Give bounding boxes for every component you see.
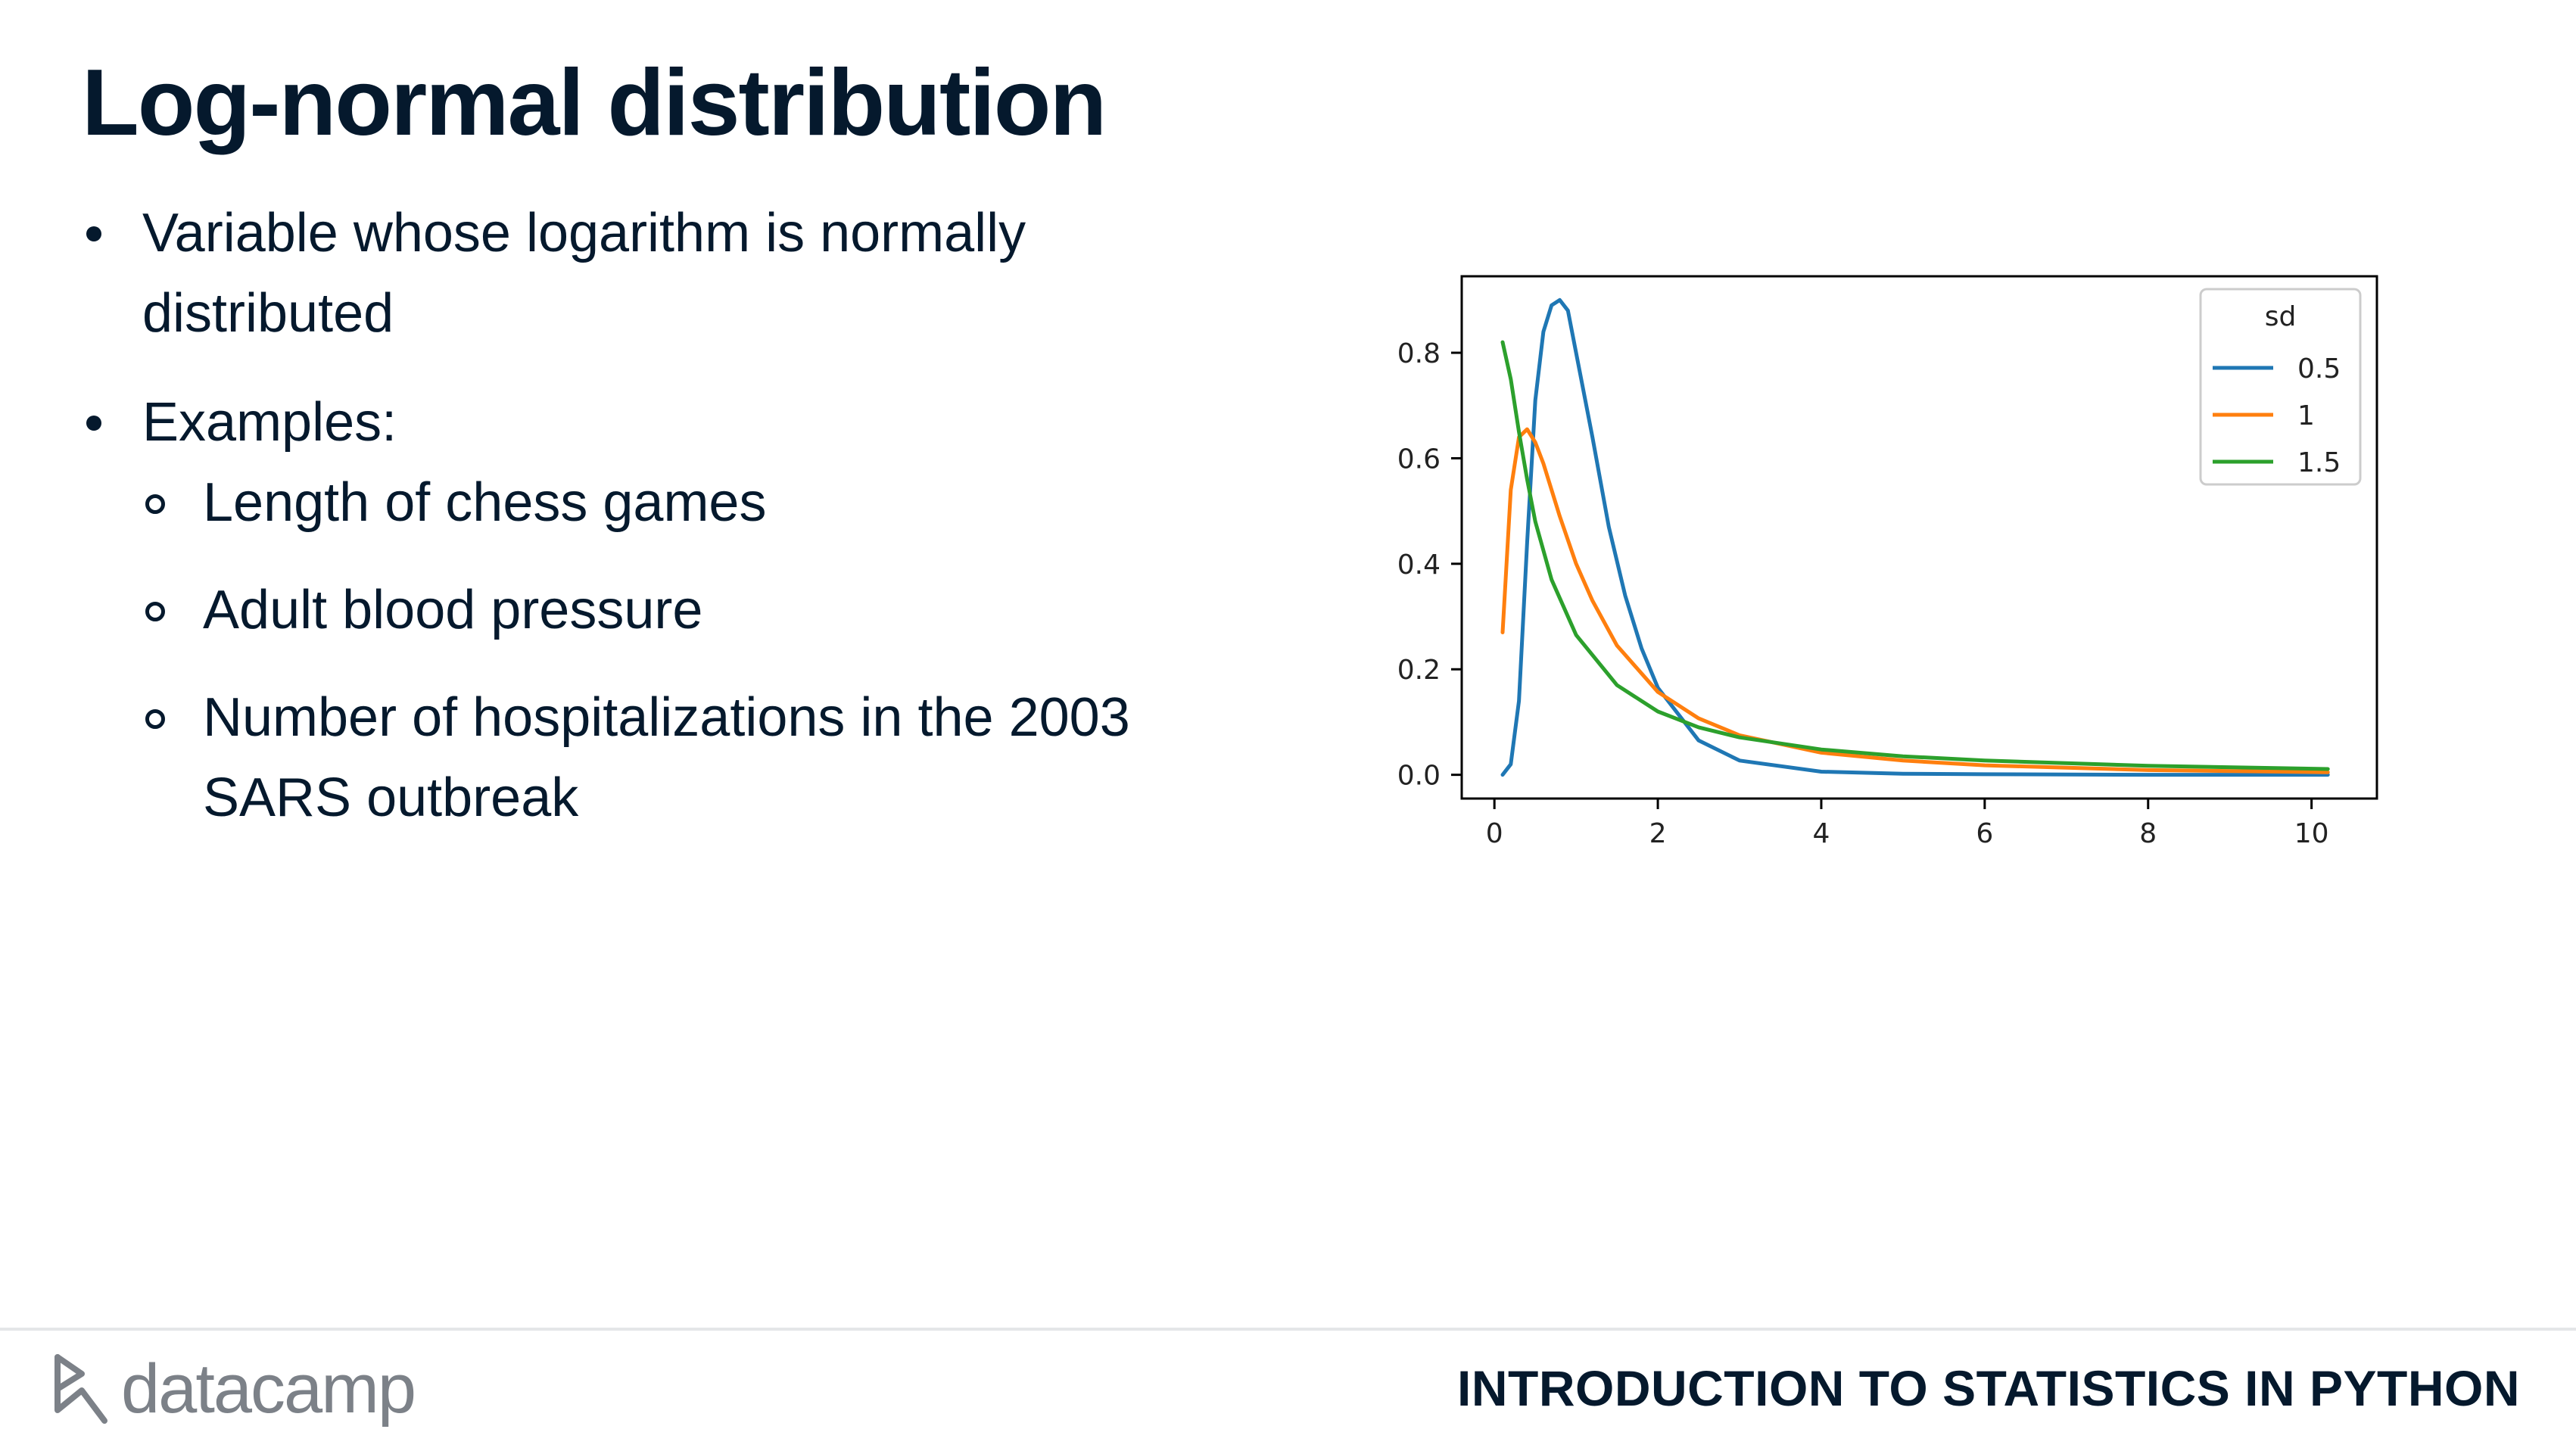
plot-frame [1460, 275, 2378, 800]
chart-ticks: 0 2 4 6 8 10 0.0 0.2 0.4 0.6 0.8 [1397, 338, 2329, 849]
x-tick-label: 8 [2139, 818, 2157, 849]
course-title: INTRODUCTION TO STATISTICS IN PYTHON [1457, 1360, 2520, 1416]
bullet-list: Variable whose logarithm is normally dis… [82, 193, 1308, 838]
legend-label: 1 [2297, 400, 2315, 431]
series-line-sd-1.5 [1500, 340, 2330, 771]
bullet-circle-icon [145, 709, 165, 729]
datacamp-logo-icon [55, 1354, 107, 1424]
sub-bullet-item: Length of chess games [82, 462, 1308, 543]
series-line-sd-0.5 [1500, 297, 2330, 777]
y-tick-label: 0.4 [1397, 550, 1441, 581]
x-tick-label: 10 [2294, 818, 2329, 849]
y-tick-label: 0.2 [1397, 655, 1441, 686]
legend-label: 1.5 [2297, 447, 2341, 478]
footer-divider [0, 1328, 2576, 1331]
legend-label: 0.5 [2297, 353, 2341, 385]
bullet-item: Variable whose logarithm is normally dis… [82, 193, 1308, 353]
x-tick-label: 6 [1976, 818, 1993, 849]
series-line-sd-1 [1500, 427, 2330, 774]
y-tick-label: 0.0 [1397, 761, 1441, 792]
bullet-text: Length of chess games [203, 472, 767, 533]
legend-box [2199, 288, 2362, 486]
x-tick-label: 2 [1649, 818, 1667, 849]
bullet-text: Variable whose logarithm is normally [142, 203, 1026, 263]
x-tick-label: 0 [1486, 818, 1503, 849]
datacamp-logo: datacamp [51, 1347, 416, 1431]
sub-bullet-item: Number of hospitalizations in the 2003 S… [82, 677, 1308, 838]
x-tick-label: 4 [1813, 818, 1830, 849]
bullet-text: Number of hospitalizations in the 2003 [203, 687, 1130, 748]
lognormal-chart: 0 2 4 6 8 10 0.0 0.2 0.4 0.6 0.8 sd0.5 1 1.5 [1397, 275, 2378, 849]
sub-bullet-item: Adult blood pressure [82, 570, 1308, 650]
bullet-text: SARS outbreak [203, 768, 579, 828]
bullet-circle-icon [145, 602, 165, 621]
chart-legend: sd0.5 1 1.5 [2199, 288, 2362, 486]
bullet-text: Adult blood pressure [203, 580, 703, 640]
bullet-circle-icon [145, 494, 165, 514]
bullet-dot-icon [86, 226, 101, 241]
y-tick-label: 0.8 [1397, 338, 1441, 369]
y-tick-label: 0.6 [1397, 444, 1441, 475]
logo-wordmark: datacamp [121, 1350, 416, 1428]
bullet-item: Examples: [82, 382, 1308, 462]
legend-title: sd [2265, 301, 2297, 332]
bullet-text: distributed [142, 283, 394, 344]
chart-lines [1500, 297, 2330, 777]
bullet-dot-icon [86, 416, 101, 431]
bullet-text: Examples: [142, 392, 397, 453]
slide-title: Log-normal distribution [82, 51, 1107, 155]
